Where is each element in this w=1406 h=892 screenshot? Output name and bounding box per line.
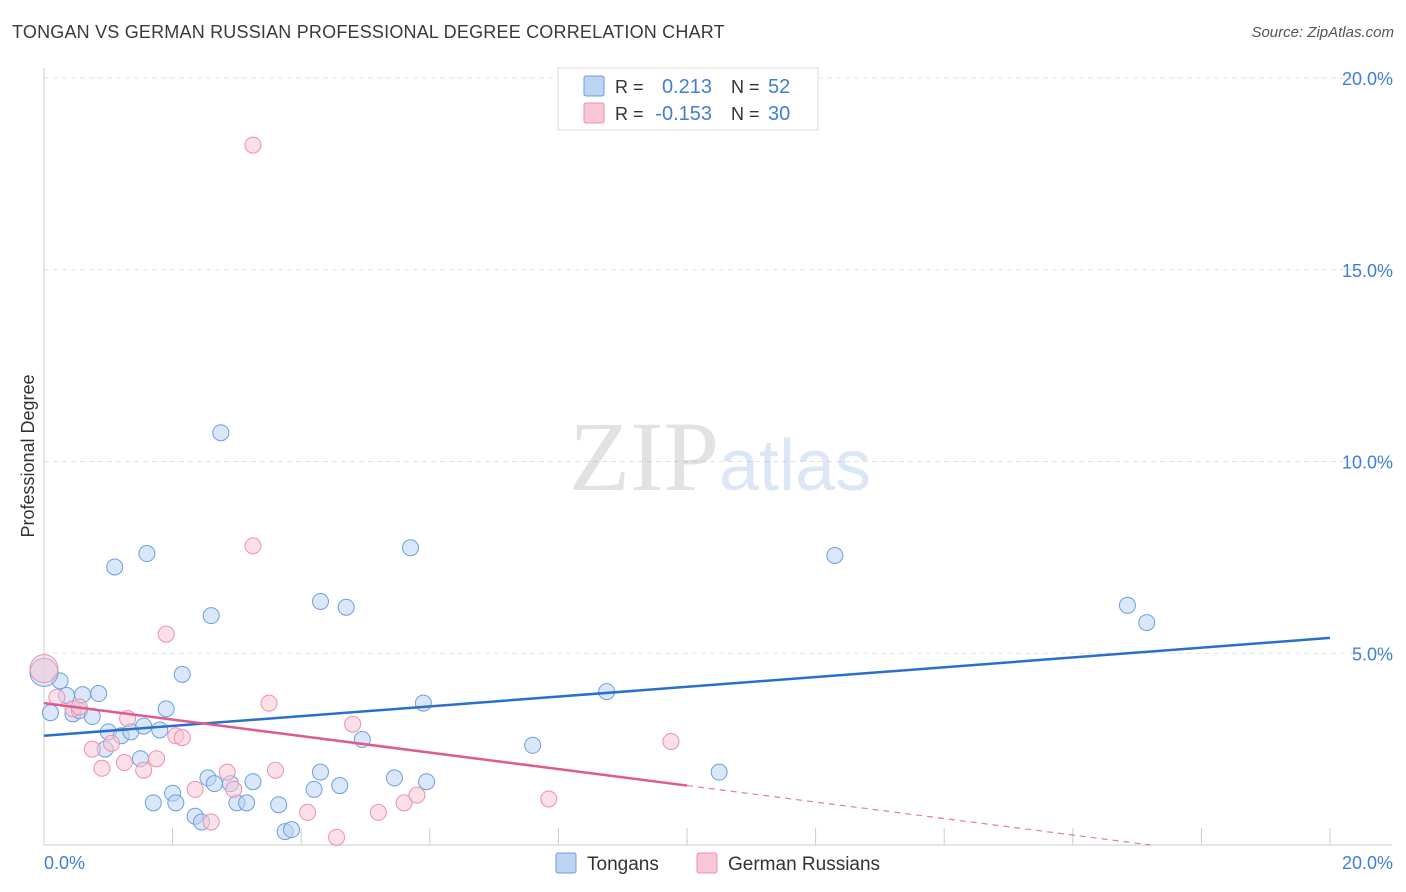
german-russian-point — [148, 750, 166, 768]
legend-n-value: 52 — [768, 76, 790, 98]
tongan-point — [283, 821, 301, 839]
y-tick-label: 15.0% — [1342, 261, 1393, 281]
legend-r-label: R = — [615, 77, 644, 97]
german-russian-point — [29, 654, 59, 684]
tongan-point — [402, 539, 420, 557]
german-russian-point — [244, 136, 262, 154]
tongan-point — [167, 794, 185, 812]
legend-swatch-tongans — [583, 75, 605, 97]
tongan-point — [205, 775, 223, 793]
bottom-legend-label-tongans: Tongans — [587, 854, 659, 875]
legend-n-label: N = — [731, 77, 760, 97]
german-russian-point — [186, 780, 204, 798]
tongan-point — [144, 794, 162, 812]
tongan-point — [385, 769, 403, 787]
tongan-point — [138, 545, 156, 563]
bottom-legend-swatch-german-russians — [696, 852, 718, 874]
german-russian-point — [369, 803, 387, 821]
tongan-point — [1118, 596, 1136, 614]
tongan-point — [151, 721, 169, 739]
german-russian-point — [135, 761, 153, 779]
tongan-point — [311, 592, 329, 610]
german-russian-point — [260, 694, 278, 712]
x-tick-label: 0.0% — [44, 853, 85, 873]
tongan-point — [710, 763, 728, 781]
german-russian-trend-extension — [686, 784, 1151, 846]
german-russian-point — [540, 790, 558, 808]
german-russian-trend-line — [43, 701, 688, 787]
bottom-legend-label-german-russians: German Russians — [728, 854, 880, 875]
tongan-point — [238, 794, 256, 812]
german-russian-point — [202, 813, 220, 831]
german-russian-point — [395, 794, 413, 812]
tongan-point — [418, 773, 436, 791]
german-russian-point — [344, 715, 362, 733]
y-axis-label: Professional Degree — [18, 374, 38, 537]
y-tick-label: 10.0% — [1342, 453, 1393, 473]
german-russian-point — [83, 740, 101, 758]
tongan-point — [1138, 614, 1156, 632]
y-tick-label: 20.0% — [1342, 69, 1393, 89]
german-russian-point — [244, 537, 262, 555]
tongan-point — [305, 780, 323, 798]
tongan-point — [331, 777, 349, 795]
german-russian-point — [225, 780, 243, 798]
german-russian-point — [157, 625, 175, 643]
german-russian-point — [103, 734, 121, 752]
tongan-point — [41, 704, 59, 722]
legend-swatch-german-russians — [583, 102, 605, 124]
tongan-point — [135, 717, 153, 735]
bottom-legend-swatch-tongans — [555, 852, 577, 874]
german-russian-point — [408, 786, 426, 804]
watermark: ZIPatlas — [569, 401, 871, 512]
y-tick-label: 5.0% — [1352, 644, 1393, 664]
tongan-point — [244, 773, 262, 791]
legend-n-label: N = — [731, 104, 760, 124]
tongan-point — [90, 685, 108, 703]
german-russian-point — [299, 803, 317, 821]
chart-title: TONGAN VS GERMAN RUSSIAN PROFESSIONAL DE… — [12, 22, 725, 42]
german-russian-point — [173, 729, 191, 747]
tongan-point — [337, 598, 355, 616]
legend-r-value: 0.213 — [662, 76, 712, 98]
tongan-point — [202, 607, 220, 625]
tongan-point — [173, 665, 191, 683]
tongan-point — [157, 700, 175, 718]
german-russian-point — [328, 828, 346, 846]
german-russian-point — [266, 761, 284, 779]
tongan-trend-line — [43, 636, 1331, 737]
german-russian-point — [662, 732, 680, 750]
legend-r-value: -0.153 — [655, 103, 712, 125]
legend-n-value: 30 — [768, 103, 790, 125]
chart-source: Source: ZipAtlas.com — [1251, 24, 1394, 41]
tongan-point — [414, 694, 432, 712]
german-russian-point — [218, 763, 236, 781]
german-russian-point — [93, 759, 111, 777]
tongan-point — [524, 736, 542, 754]
tongan-point — [270, 796, 288, 814]
german-russian-point — [115, 754, 133, 772]
tongan-point — [106, 558, 124, 576]
legend-r-label: R = — [615, 104, 644, 124]
tongan-point — [311, 763, 329, 781]
x-tick-label: 20.0% — [1342, 853, 1393, 873]
tongan-point — [212, 424, 230, 442]
tongan-point — [826, 546, 844, 564]
